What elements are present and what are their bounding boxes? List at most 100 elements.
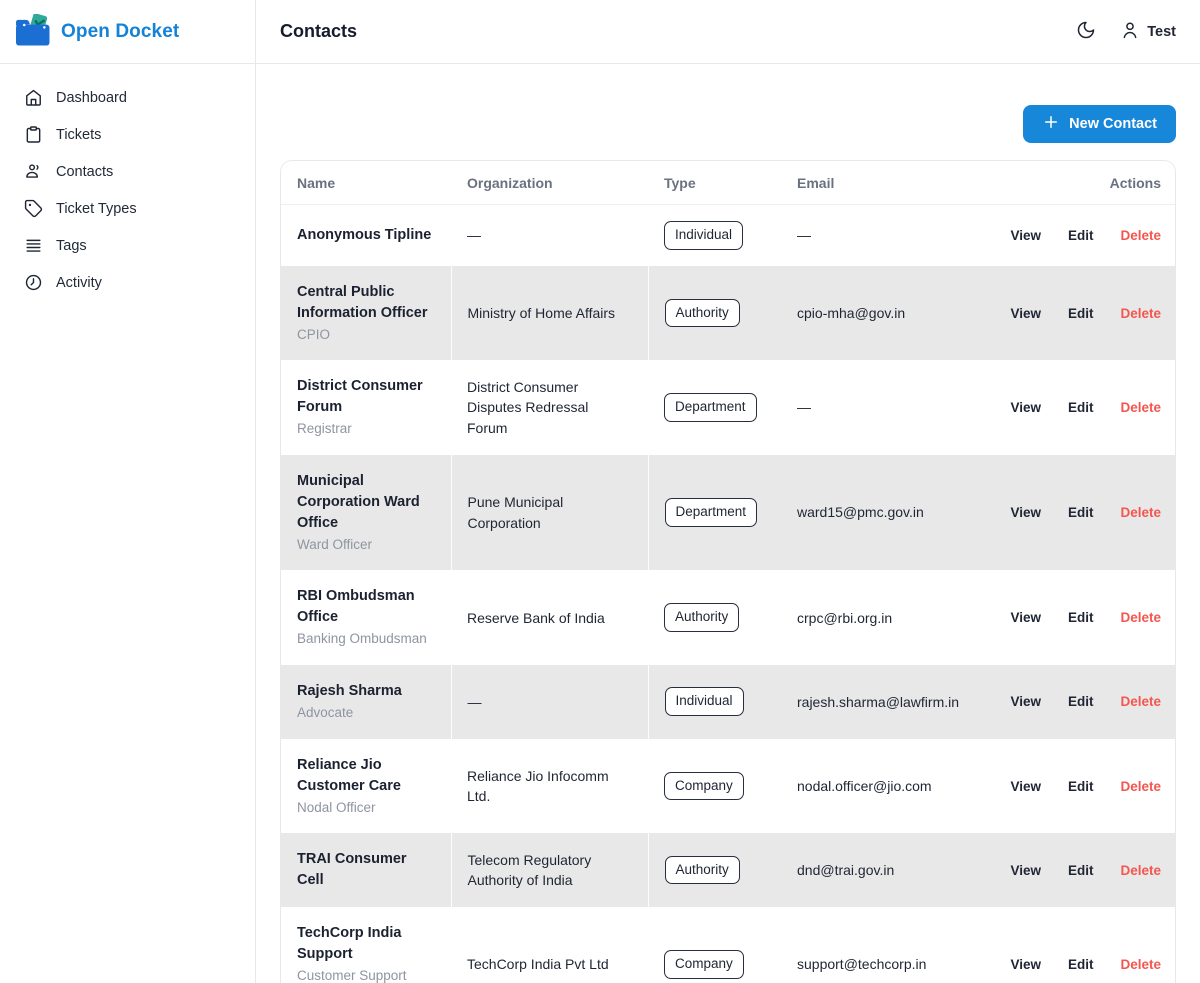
edit-link[interactable]: Edit [1067,228,1094,243]
delete-link[interactable]: Delete [1120,400,1161,416]
table-row: TechCorp India Support Customer Support M… [281,907,1175,983]
view-link[interactable]: View [1010,610,1041,626]
cell-name: RBI Ombudsman Office Banking Ombudsman [281,570,451,665]
sidebar-item-label: Ticket Types [56,200,137,217]
brand[interactable]: Open Docket [0,0,255,64]
table-row: Central Public Information Officer CPIO Mi… [281,265,1175,361]
table-row: Rajesh Sharma Advocate — Individual rajesh.s… [281,664,1175,739]
clipboard-icon [26,126,41,143]
cell-name: TechCorp India Support Customer Support M… [281,907,451,983]
cell-organization: Reliance Jio Infocomm Ltd. [467,767,609,804]
tag-icon [24,199,43,218]
sidebar-item-tags[interactable]: Tags [0,227,255,264]
main-area: Contacts Test [256,0,1200,983]
delete-link[interactable]: Delete [1120,610,1161,626]
sidebar-item-dashboard[interactable]: Dashboard [0,79,255,116]
table-header-row: Name Organization Type Email Actions [281,161,1175,205]
cell-name: Reliance Jio Customer Care Nodal Officer [281,739,451,834]
contact-name: Anonymous Tipline [297,226,432,243]
delete-link[interactable]: Delete [1120,228,1161,243]
edit-link[interactable]: Edit [1067,862,1094,878]
view-link[interactable]: View [1010,956,1041,972]
contact-name: Central Public Information Officer [297,283,428,321]
cell-email: — [797,399,811,416]
cell-organization: Ministry of Home Affairs [451,265,649,361]
content: New Contact Name Organization Type Email… [256,64,1200,983]
cell-name: TRAI Consumer Cell [281,833,452,908]
contact-name: District Consumer Forum [297,378,423,416]
contacts-table-body: Anonymous Tipline — Individual — View Edit Del… [281,205,1175,983]
cell-name: Anonymous Tipline [281,205,451,266]
table-row: District Consumer Forum Registrar District… [281,360,1175,455]
contact-role: Ward Officer [297,536,373,552]
sidebar-item-activity[interactable]: Activity [0,264,255,301]
cell-type: Individual [648,665,781,739]
sidebar-item-label: Dashboard [56,89,127,106]
user-icon [1120,20,1140,43]
cell-actions: View Edit Delete [991,266,1175,361]
type-badge: Department [664,498,758,527]
type-badge: Individual [664,221,744,250]
new-contact-button[interactable]: New Contact [1023,105,1176,143]
cell-actions: View Edit Delete [991,833,1175,907]
cell-actions: View Edit Delete [991,907,1175,983]
edit-link[interactable]: Edit [1067,610,1094,626]
contact-role: CPIO [297,326,331,342]
cell-email: crpc@rbi.org.in [797,609,893,626]
dark-mode-toggle[interactable] [1074,20,1098,44]
edit-link[interactable]: Edit [1067,694,1094,710]
cell-email: rajesh.sharma@lawfirm.in [797,693,960,710]
topbar-controls: Test [1074,20,1176,44]
contact-role: Customer Support Manager [297,968,407,983]
view-link[interactable]: View [1010,505,1041,521]
contact-name: RBI Ombudsman Office [297,588,415,626]
delete-link[interactable]: Delete [1120,505,1161,521]
delete-link[interactable]: Delete [1120,305,1161,321]
cell-organization: — [467,227,481,244]
cell-type: Department [648,360,781,455]
type-badge: Authority [664,855,740,885]
column-header-name: Name [281,161,451,205]
delete-link[interactable]: Delete [1120,862,1161,878]
sidebar: Open Docket Dashboard Tickets Contacts Tick… [0,0,256,983]
delete-link[interactable]: Delete [1120,694,1161,710]
type-badge: Authority [664,603,740,632]
user-menu[interactable]: Test [1120,20,1176,43]
contact-role: Advocate [297,704,354,720]
view-link[interactable]: View [1010,228,1041,243]
cell-actions: View Edit Delete [991,665,1175,739]
edit-link[interactable]: Edit [1067,778,1094,794]
delete-link[interactable]: Delete [1120,778,1161,794]
contact-role: Nodal Officer [297,799,376,815]
sidebar-item-contacts[interactable]: Contacts [0,153,255,190]
view-link[interactable]: View [1010,400,1041,416]
view-link[interactable]: View [1010,778,1041,794]
sidebar-item-tickets[interactable]: Tickets [0,116,255,153]
cell-organization: Pune Municipal Corporation [451,454,649,571]
cell-actions: View Edit Delete [991,570,1175,665]
contacts-table-card: Name Organization Type Email Actions Ano… [280,160,1176,983]
type-badge: Department [664,393,757,422]
edit-link[interactable]: Edit [1067,305,1094,321]
table-row: Municipal Corporation Ward Office Ward Of… [281,454,1175,571]
contact-name: Rajesh Sharma [297,682,402,699]
new-contact-label: New Contact [1069,116,1157,132]
sidebar-item-ticket-types[interactable]: Ticket Types [0,190,255,227]
users-icon [26,164,39,178]
edit-link[interactable]: Edit [1067,400,1094,416]
app-logo-icon [14,12,51,50]
cell-type: Department [648,455,781,571]
edit-link[interactable]: Edit [1067,505,1094,521]
delete-link[interactable]: Delete [1120,956,1161,972]
home-icon [26,89,41,106]
contact-role: Banking Ombudsman [297,631,427,647]
actions-row: New Contact [280,105,1176,143]
cell-email: ward15@pmc.gov.in [797,504,924,521]
table-row: RBI Ombudsman Office Banking Ombudsman Res… [281,570,1175,665]
topbar: Contacts Test [256,0,1200,64]
view-link[interactable]: View [1010,305,1041,321]
view-link[interactable]: View [1010,862,1041,878]
view-link[interactable]: View [1010,694,1041,710]
edit-link[interactable]: Edit [1067,956,1094,972]
